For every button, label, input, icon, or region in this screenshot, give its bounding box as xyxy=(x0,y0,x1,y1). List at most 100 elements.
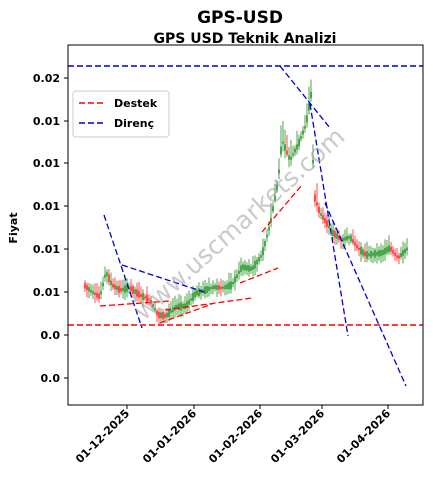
candle-body xyxy=(204,286,206,294)
y-tick-label: 0.01 xyxy=(33,243,60,256)
candle-body xyxy=(392,250,394,254)
candle-body xyxy=(220,286,222,290)
candle-body xyxy=(240,265,242,273)
y-tick-label: 0.01 xyxy=(33,200,60,213)
candle-body xyxy=(148,298,150,301)
candle-body xyxy=(166,312,168,318)
candle-body xyxy=(96,292,98,298)
candle-body xyxy=(390,246,392,252)
candle-body xyxy=(232,281,234,285)
candle-body xyxy=(102,282,104,287)
candles-layer xyxy=(84,79,408,326)
candle-body xyxy=(336,233,338,239)
candle-body xyxy=(210,286,212,290)
candle-body xyxy=(376,251,378,256)
resistance-line-1 xyxy=(103,214,143,329)
candle-body xyxy=(262,247,264,256)
candle-body xyxy=(282,141,284,144)
candle-body xyxy=(206,286,208,294)
candle-body xyxy=(326,220,328,227)
candle-body xyxy=(168,309,170,317)
candle-body xyxy=(278,169,280,174)
candle-body xyxy=(162,312,164,320)
candle-body xyxy=(126,285,128,292)
candle-body xyxy=(156,310,158,316)
watermark: www.uscmarkets.com xyxy=(128,122,350,326)
x-axis: 01-12-2025 01-01-2026 01-02-2026 01-03-2… xyxy=(73,405,393,466)
candle-body xyxy=(276,184,278,191)
candle-body xyxy=(224,285,226,290)
candle-body xyxy=(406,247,408,251)
y-tick-label: 0.01 xyxy=(33,115,60,128)
candle-body xyxy=(198,288,200,296)
support-line-1 xyxy=(99,300,171,307)
candle-body xyxy=(380,250,382,257)
y-axis-label: Fiyat xyxy=(7,212,20,243)
y-axis: 0.0 0.0 0.01 0.01 0.01 0.01 0.01 0.02 xyxy=(33,72,68,385)
candle-body xyxy=(150,299,152,304)
candle-body xyxy=(260,255,262,258)
candle-body xyxy=(146,295,148,302)
candle-body xyxy=(144,296,146,299)
chart-title: GPS-USD xyxy=(197,8,283,28)
candle-body xyxy=(176,304,178,310)
candle-body xyxy=(314,194,316,202)
candle-body xyxy=(248,265,250,272)
candle-body xyxy=(238,270,240,274)
candle-body xyxy=(254,261,256,269)
support-line-4 xyxy=(239,267,279,284)
candle-body xyxy=(294,148,296,153)
candle-body xyxy=(120,288,122,292)
candle-body xyxy=(404,248,406,254)
candle-body xyxy=(328,225,330,228)
y-tick-label: 0.01 xyxy=(33,157,60,170)
candle-body xyxy=(284,144,286,151)
x-tick-label: 01-02-2026 xyxy=(206,407,265,466)
candle-body xyxy=(134,289,136,294)
candle-body xyxy=(234,276,236,283)
x-tick-label: 01-12-2025 xyxy=(73,407,132,466)
chart-subtitle: GPS USD Teknik Analizi xyxy=(154,31,337,47)
resistance-line-4 xyxy=(309,103,349,337)
candle-body xyxy=(86,285,88,291)
candle-body xyxy=(382,249,384,256)
candle-body xyxy=(116,286,118,291)
candle-body xyxy=(344,237,346,241)
candle-body xyxy=(370,251,372,258)
candle-body xyxy=(98,293,100,299)
support-line-5 xyxy=(261,184,303,233)
candle-body xyxy=(302,130,304,135)
candle-body xyxy=(228,282,230,290)
candle-body xyxy=(84,283,86,289)
candle-body xyxy=(246,265,248,271)
resistance-line-2 xyxy=(121,264,208,294)
candle-body xyxy=(124,285,126,293)
candle-body xyxy=(114,284,116,290)
candle-body xyxy=(338,235,340,240)
candle-body xyxy=(196,290,198,296)
candle-body xyxy=(386,246,388,253)
candle-body xyxy=(182,304,184,309)
legend: Destek Direnç xyxy=(72,90,170,138)
candle-body xyxy=(350,235,352,242)
candle-body xyxy=(368,253,370,257)
candle-body xyxy=(372,252,374,256)
candle-body xyxy=(332,229,334,236)
candle-body xyxy=(398,255,400,259)
support-line-3 xyxy=(164,297,253,311)
candle-body xyxy=(214,285,216,290)
candle-body xyxy=(346,235,348,241)
candle-body xyxy=(264,241,266,247)
candle-body xyxy=(216,285,218,290)
candle-body xyxy=(286,150,288,155)
candle-body xyxy=(266,234,268,238)
candle-body xyxy=(136,289,138,297)
candle-body xyxy=(130,286,132,291)
candle-body xyxy=(192,292,194,301)
candle-body xyxy=(280,146,282,155)
candle-body xyxy=(400,253,402,257)
candle-body xyxy=(158,311,160,319)
candle-body xyxy=(322,215,324,220)
candle-body xyxy=(402,250,404,256)
